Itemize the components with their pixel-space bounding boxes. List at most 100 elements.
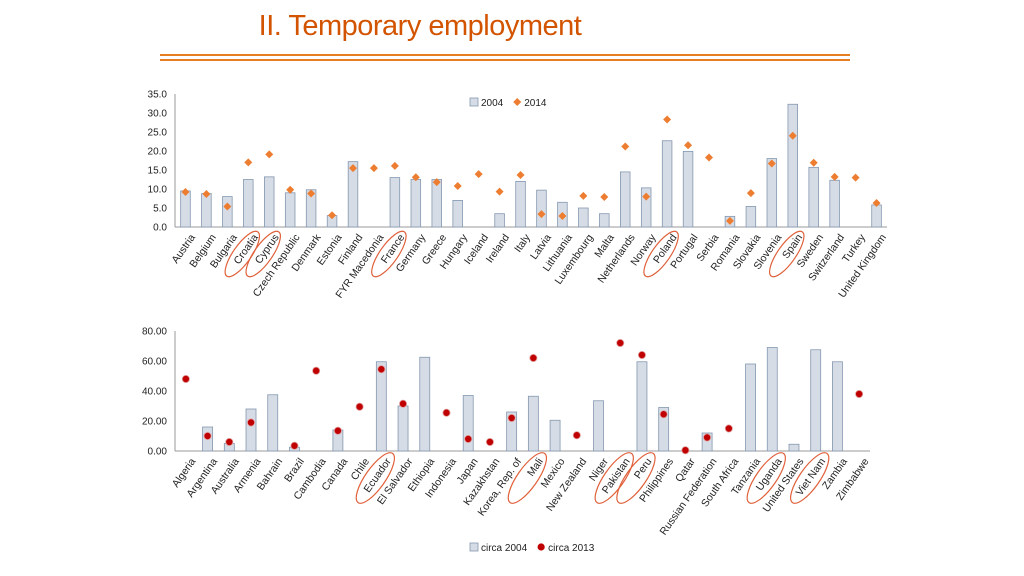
marker-indonesia [442, 408, 451, 417]
bar-mexico [549, 419, 561, 452]
bar-poland [661, 140, 673, 228]
marker-malta [600, 192, 609, 201]
bar-luxembourg [578, 207, 589, 228]
marker-turkey [851, 173, 860, 182]
bar-malta [599, 213, 610, 228]
bar-france [389, 177, 401, 228]
marker-mali [529, 353, 538, 362]
marker-korea-rep-of [507, 413, 516, 422]
legend-swatch-marker [537, 543, 545, 551]
legend: circa 2004 circa 2013 [469, 542, 595, 554]
bar-croatia [243, 179, 254, 228]
marker-argentina [203, 431, 212, 440]
marker-poland [663, 115, 672, 124]
highlight-circle [643, 230, 679, 278]
bar-hungary [452, 199, 463, 228]
bar-niger [593, 400, 604, 452]
bar-tanzania [745, 363, 756, 452]
bar-uganda [766, 347, 778, 452]
bar-czech-republic [284, 192, 296, 228]
chart-2: 80.0060.0040.0020.000.00AlgeriaArgentina… [142, 327, 872, 555]
marker-fyr-macedonia [369, 164, 378, 173]
marker-cambodia [312, 366, 321, 375]
marker-brazil [290, 441, 299, 450]
highlight-circle [616, 452, 656, 504]
y-tick-label: 0.0 [153, 223, 167, 234]
marker-denmark [307, 189, 316, 198]
bar-united-kingdom [871, 204, 882, 228]
highlight-circle [746, 452, 786, 504]
marker-united-kingdom [872, 199, 881, 208]
marker-serbia [705, 153, 713, 162]
bar-belgium [201, 193, 212, 228]
marker-portugal [684, 141, 693, 150]
y-tick-label: 5.0 [153, 204, 167, 215]
marker-pakistan [616, 338, 625, 347]
bar-switzerland [829, 179, 840, 228]
marker-peru [637, 350, 646, 359]
bar-viet-nam [810, 349, 822, 452]
marker-luxembourg [579, 191, 588, 200]
bar-finland [347, 161, 359, 228]
legend-label-bar: circa 2004 [481, 543, 528, 554]
marker-austria [181, 188, 190, 197]
marker-zimbabwe [855, 389, 864, 398]
bar-slovenia [766, 158, 778, 228]
bar-philippines [658, 407, 670, 452]
bar-latvia [536, 189, 547, 228]
marker-hungary [453, 181, 462, 190]
highlight-circle [594, 452, 634, 504]
y-tick-label: 20.00 [142, 417, 167, 428]
marker-el-salvador [399, 399, 408, 408]
marker-spain [788, 131, 797, 140]
y-tick-label: 20.0 [148, 147, 168, 158]
title-double-rule [160, 54, 850, 61]
marker-south-africa [724, 424, 733, 433]
bar-norway [640, 187, 652, 228]
marker-sweden [809, 158, 818, 167]
bar-russian-federation [701, 432, 713, 452]
bar-united-states [788, 443, 800, 452]
bar-bahrain [267, 394, 279, 452]
bar-el-salvador [397, 405, 409, 452]
marker-netherlands [621, 142, 630, 151]
bar-sweden [808, 166, 819, 228]
marker-algeria [181, 374, 190, 383]
bar-peru [636, 361, 648, 452]
category-label: Mali [525, 456, 546, 479]
legend-swatch-bar [469, 542, 479, 552]
marker-australia [225, 437, 234, 446]
bar-ecuador [375, 361, 387, 452]
y-tick-label: 60.00 [142, 357, 167, 368]
bar-ireland [494, 213, 505, 228]
y-tick-label: 80.00 [142, 327, 167, 338]
legend-label-marker: 2014 [524, 98, 547, 109]
marker-new-zealand [572, 431, 581, 440]
marker-czech-republic [286, 185, 295, 194]
y-tick-label: 40.00 [142, 387, 167, 398]
highlight-circle [769, 230, 805, 278]
highlight-circle [790, 452, 830, 504]
bar-zambia [832, 361, 843, 452]
chart-1: 35.030.025.020.015.010.05.00.0AustriaBel… [148, 90, 890, 301]
y-tick-label: 35.0 [148, 90, 168, 101]
y-tick-label: 25.0 [148, 128, 168, 139]
legend-label-bar: 2004 [481, 98, 504, 109]
marker-armenia [247, 418, 256, 427]
marker-norway [642, 192, 651, 201]
marker-philippines [659, 410, 668, 419]
highlight-circle [371, 230, 407, 278]
marker-finland [349, 164, 357, 173]
marker-russian-federation [703, 433, 712, 442]
y-tick-label: 30.0 [148, 109, 168, 120]
legend-label-marker: circa 2013 [548, 543, 595, 554]
highlight-circle [507, 452, 548, 504]
bar-greece [431, 179, 442, 228]
marker-switzerland [830, 172, 839, 181]
marker-slovenia [767, 159, 776, 168]
y-tick-label: 15.0 [148, 166, 168, 177]
marker-belgium [202, 189, 211, 198]
legend-swatch-bar [469, 97, 479, 107]
legend-swatch-marker [513, 98, 522, 106]
marker-lithuania [558, 211, 567, 220]
